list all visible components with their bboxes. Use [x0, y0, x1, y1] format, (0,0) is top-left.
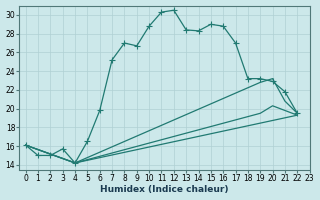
X-axis label: Humidex (Indice chaleur): Humidex (Indice chaleur) [100, 185, 229, 194]
